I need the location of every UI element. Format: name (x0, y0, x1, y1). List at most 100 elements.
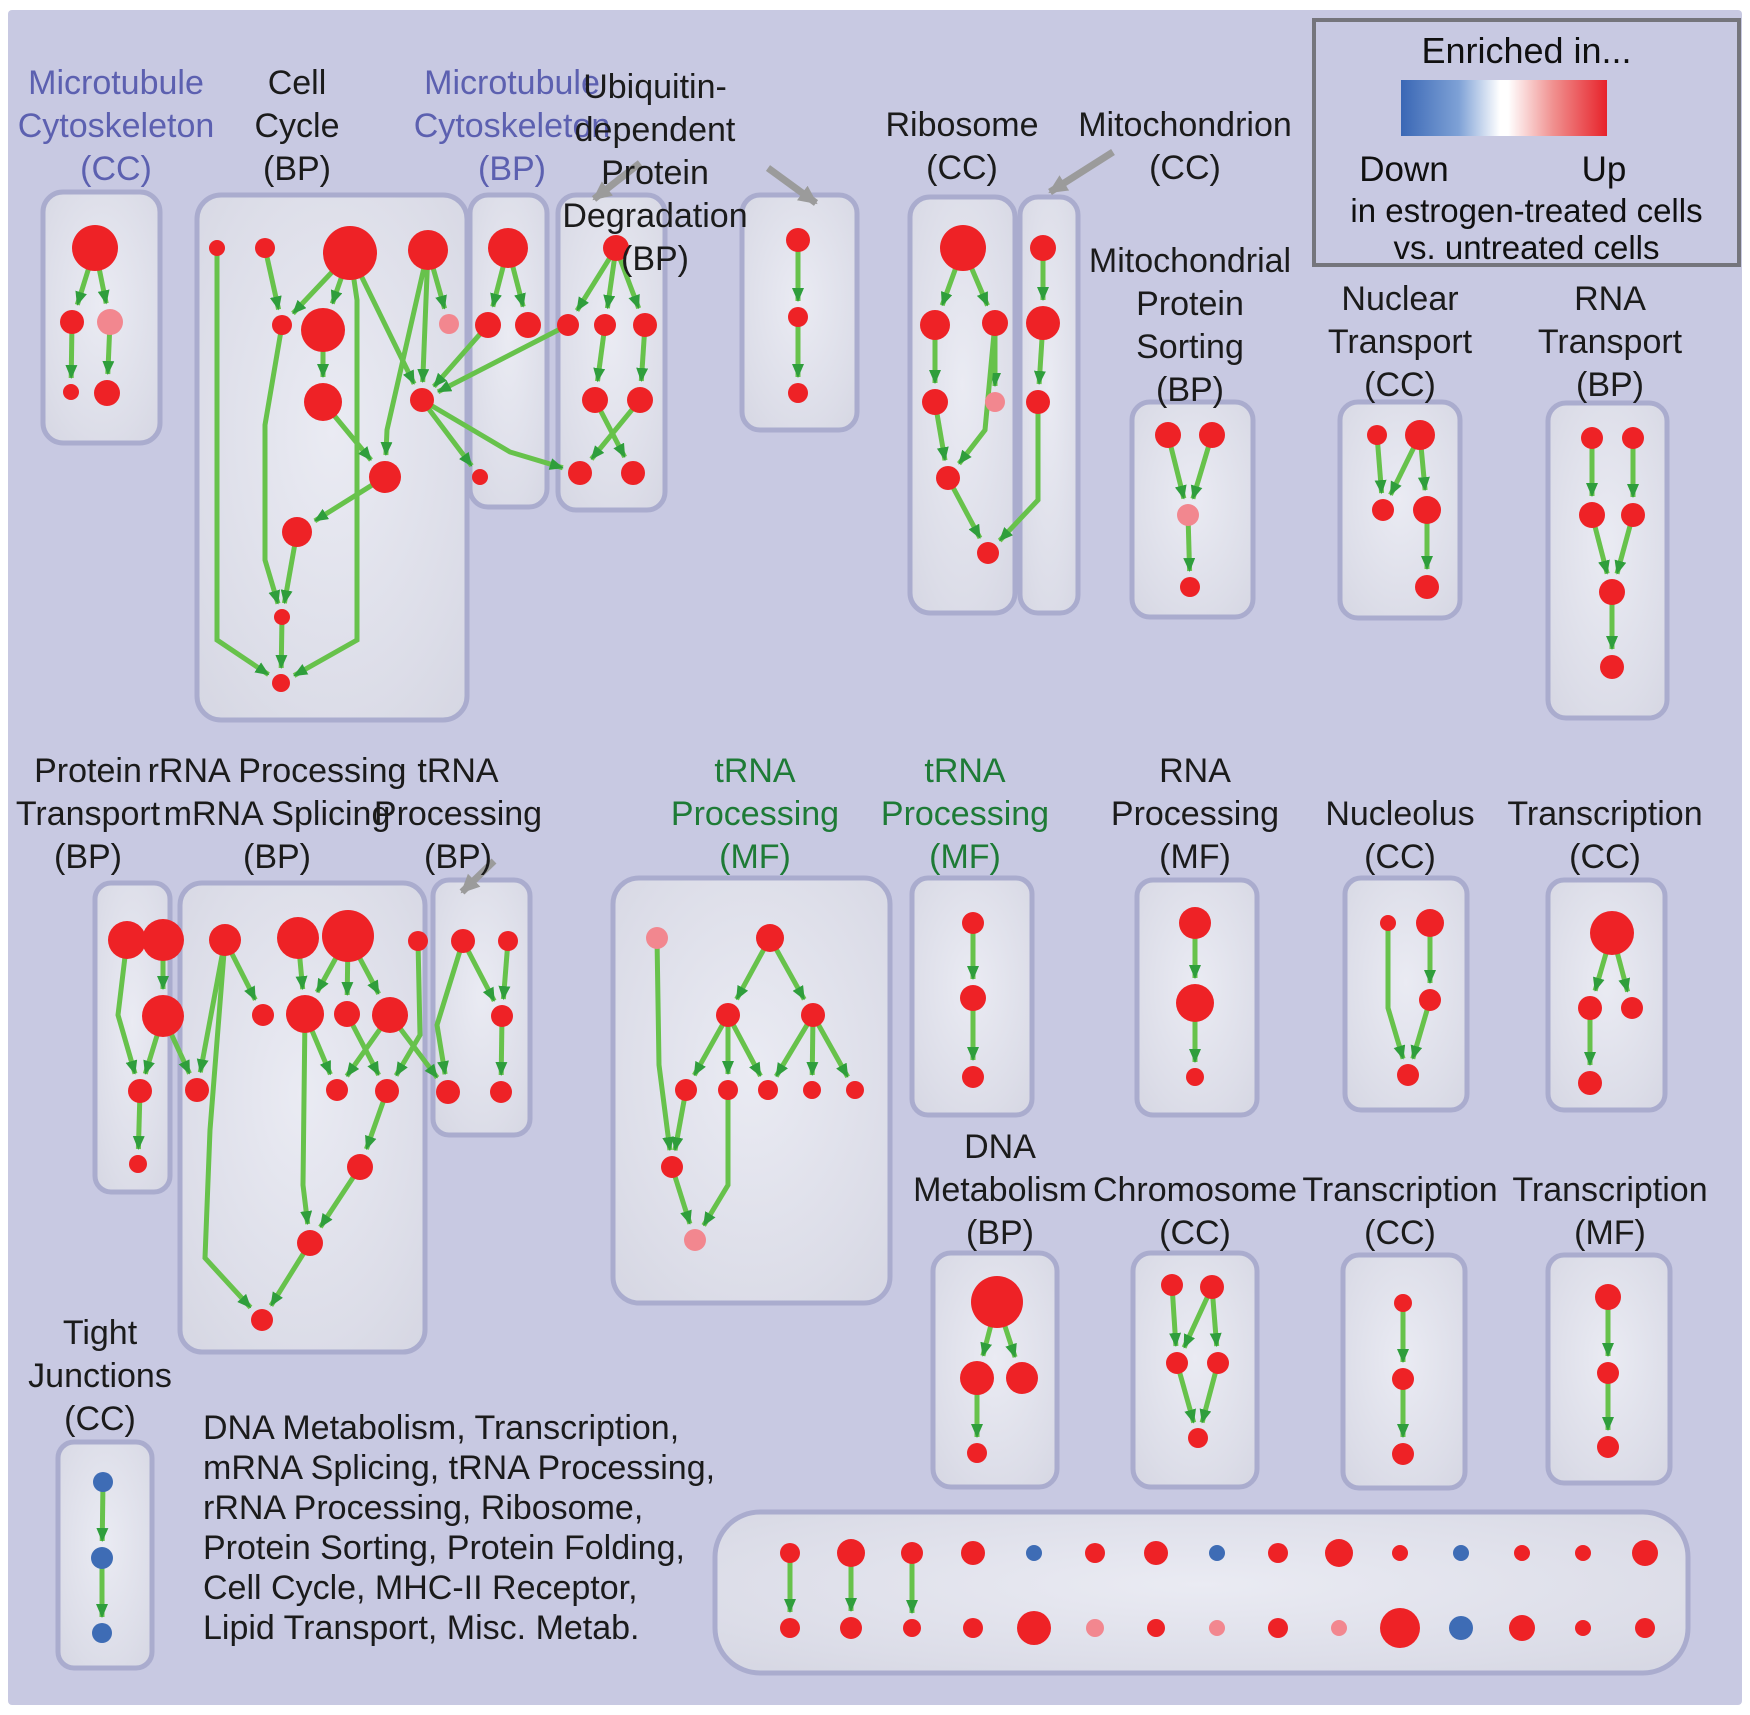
go-term-node (621, 461, 645, 485)
go-term-node (982, 310, 1008, 336)
go-term-node (1579, 502, 1605, 528)
cluster-label-line: Cytoskeleton (17, 107, 215, 145)
cluster-box-microtubule-bp (467, 192, 550, 510)
go-term-node (1419, 989, 1441, 1011)
label-pointer-arrow (1048, 149, 1115, 195)
go-term-node (846, 1081, 864, 1099)
cluster-label-dna-metabolism: DNA Metabolism (BP) (913, 1126, 1087, 1255)
cluster-label-line: Cell (267, 64, 327, 102)
cluster-label-line: (BP) (621, 240, 689, 278)
cluster-label-line: DNA (964, 1128, 1036, 1166)
cluster-label-line: (CC) (1364, 838, 1436, 876)
edge-rrna (202, 939, 253, 1310)
cluster-label-line: Processing (880, 795, 1050, 833)
cluster-label-line: Degradation (562, 197, 748, 235)
cluster-label-transcription-mf: Transcription (MF) (1512, 1169, 1707, 1255)
cluster-label-rna-processing-mf: RNA Processing (MF) (1111, 750, 1279, 879)
go-term-node (209, 240, 225, 256)
edge-trna-mf-large (701, 1090, 731, 1227)
legend-subtitle-line1: in estrogen-treated cells (1350, 192, 1703, 229)
go-term-node (1416, 909, 1444, 937)
cross-edge (420, 397, 564, 471)
go-term-node (780, 1618, 800, 1638)
cluster-label-line: (CC) (1364, 1214, 1436, 1252)
go-term-node (977, 542, 999, 564)
go-term-node (1207, 1352, 1229, 1374)
go-term-node (960, 1361, 994, 1395)
cluster-label-line: Tight (62, 1314, 138, 1352)
go-term-node (272, 674, 290, 692)
cluster-label-rrna-processing: rRNA Processing mRNA Splicing (BP) (148, 750, 407, 879)
go-term-node (410, 388, 434, 412)
note-line: DNA Metabolism, Transcription, (203, 1409, 680, 1447)
cluster-label-line: (MF) (1159, 838, 1231, 876)
go-term-node (1509, 1615, 1535, 1641)
cluster-label-line: (BP) (1575, 366, 1644, 404)
go-term-node (1199, 422, 1225, 448)
cluster-label-line: Nucleolus (1325, 795, 1475, 833)
go-term-node (185, 1078, 209, 1102)
cluster-box-ribosome-cc (907, 194, 1018, 616)
cluster-label-line: Metabolism (913, 1171, 1087, 1209)
go-term-node (1599, 579, 1625, 605)
go-term-node (1392, 1545, 1408, 1561)
go-term-node (1086, 1619, 1104, 1637)
go-term-node (1380, 915, 1396, 931)
go-term-node (1635, 1618, 1655, 1638)
go-term-node (334, 1001, 360, 1027)
legend-down-label: Down (1359, 150, 1449, 189)
cluster-label-line: (BP) (966, 1214, 1034, 1252)
go-term-node (963, 1618, 983, 1638)
go-term-node (1177, 504, 1199, 526)
go-term-node (675, 1079, 697, 1101)
cluster-label-line: Microtubule (28, 64, 204, 102)
go-term-node (594, 314, 616, 336)
go-term-node (971, 1276, 1023, 1328)
cluster-label-line: (CC) (926, 149, 998, 187)
cluster-label-line: Transport (15, 795, 161, 833)
go-term-node (515, 312, 541, 338)
cluster-label-line: Protein (601, 154, 709, 192)
cluster-label-line: RNA (1159, 752, 1231, 790)
go-term-node (1632, 1540, 1658, 1566)
go-term-node (372, 997, 408, 1033)
go-term-node (716, 1003, 740, 1027)
go-term-node (788, 383, 808, 403)
cluster-label-ribosome: Ribosome (CC) (885, 104, 1038, 190)
cluster-box-misc-strip (712, 1509, 1691, 1676)
cluster-label-line: Processing (670, 795, 840, 833)
cluster-label-line: tRNA (417, 752, 499, 790)
edge-cell-cycle (262, 324, 285, 605)
go-term-node (369, 461, 401, 493)
go-term-node (1392, 1368, 1414, 1390)
go-term-node (960, 985, 986, 1011)
cluster-label-mito-protein-sorting: Mitochondrial Protein Sorting (BP) (1089, 240, 1291, 412)
edge-nucleolus (1385, 923, 1406, 1060)
go-term-node (962, 912, 984, 934)
cluster-label-line: Transcription (1507, 795, 1703, 833)
go-term-node (1578, 996, 1602, 1020)
go-term-node (1597, 1436, 1619, 1458)
cluster-label-line: (CC) (1149, 149, 1221, 187)
cluster-label-line: (CC) (80, 150, 152, 188)
cluster-label-line: tRNA (714, 752, 796, 790)
go-term-node (627, 387, 653, 413)
go-term-node (922, 389, 948, 415)
label-pointer-arrow (765, 165, 819, 206)
go-term-node (1155, 422, 1181, 448)
go-term-node (408, 230, 448, 270)
go-term-node (251, 1309, 273, 1331)
go-term-node (1085, 1543, 1105, 1563)
cross-edge (436, 322, 570, 395)
cluster-box-dna-metabolism (930, 1250, 1060, 1490)
cross-edge (432, 323, 490, 389)
go-term-node (91, 1547, 113, 1569)
cluster-label-line: Transport (1327, 323, 1473, 361)
go-term-node (475, 312, 501, 338)
go-term-node (837, 1539, 865, 1567)
go-term-node (1578, 1071, 1602, 1095)
go-term-node (93, 1472, 113, 1492)
legend-subtitle-line2: vs. untreated cells (1393, 229, 1660, 266)
go-term-node (646, 927, 668, 949)
cluster-label-line: Transport (1537, 323, 1683, 361)
